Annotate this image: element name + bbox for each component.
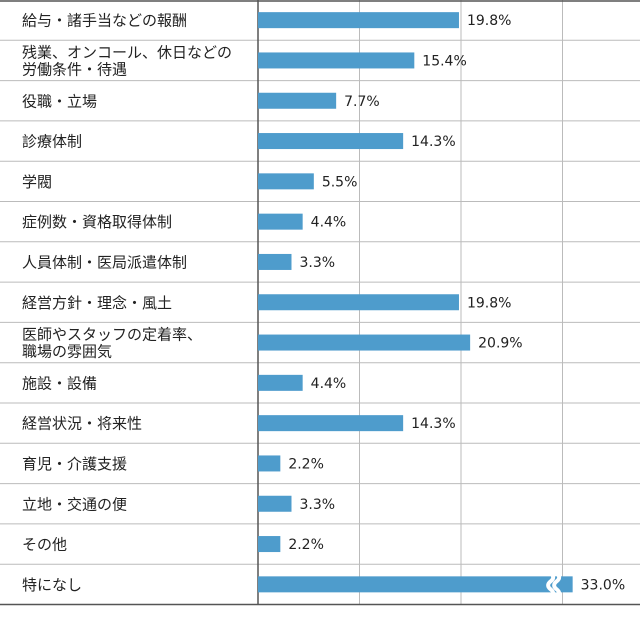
bar [258, 374, 303, 391]
bar [258, 495, 292, 512]
value-label: 3.3% [299, 255, 335, 271]
axis-break-mark [546, 571, 556, 599]
bar [258, 133, 404, 150]
category-label: 医師やスタッフの定着率、 [22, 326, 202, 344]
category-label: 職場の雰囲気 [22, 343, 112, 361]
bar [258, 334, 471, 351]
category-label: 育児・介護支援 [22, 455, 127, 473]
category-label: 人員体制・医局派遣体制 [22, 253, 187, 271]
value-label: 4.4% [311, 376, 347, 392]
category-label: 学閥 [22, 173, 52, 191]
bar [258, 213, 303, 230]
category-label: 経営状況・将来性 [22, 415, 142, 433]
value-label: 14.3% [411, 134, 455, 150]
category-label: 症例数・資格取得体制 [22, 213, 172, 231]
category-label: その他 [22, 536, 67, 554]
value-label: 5.5% [322, 174, 358, 190]
category-label: 特になし [22, 576, 82, 594]
bar [258, 52, 415, 69]
value-label: 20.9% [478, 336, 522, 352]
value-label: 3.3% [299, 497, 335, 513]
category-label: 給与・諸手当などの報酬 [22, 12, 187, 30]
value-label: 19.8% [467, 13, 511, 29]
value-label: 7.7% [344, 94, 380, 110]
value-label: 4.4% [311, 215, 347, 231]
bar [258, 455, 281, 472]
value-label: 14.3% [411, 416, 455, 432]
bar [258, 92, 337, 109]
category-label: 施設・設備 [22, 374, 97, 392]
value-label: 15.4% [422, 53, 466, 69]
value-label: 19.8% [467, 295, 511, 311]
bar [258, 415, 404, 432]
value-label: 33.0% [581, 577, 625, 593]
bar [258, 294, 459, 311]
bar [258, 253, 292, 270]
category-label: 残業、オンコール、休日などの [22, 43, 232, 61]
category-label: 立地・交通の便 [22, 495, 127, 513]
value-label: 2.2% [288, 456, 324, 472]
value-label: 2.2% [288, 537, 324, 553]
category-label: 労働条件・待遇 [22, 60, 127, 78]
bar [258, 576, 573, 593]
bar [258, 12, 459, 29]
bar [258, 173, 314, 190]
bar [258, 536, 281, 553]
axis-break-mark [552, 571, 562, 599]
category-label: 役職・立場 [22, 92, 97, 110]
category-label: 経営方針・理念・風土 [22, 294, 172, 312]
category-label: 診療体制 [22, 133, 82, 151]
